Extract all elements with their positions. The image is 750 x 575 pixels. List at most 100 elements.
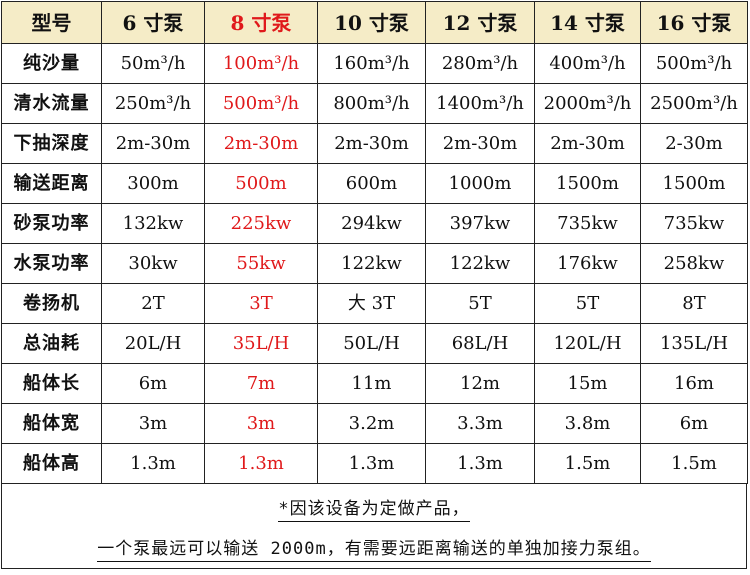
table-cell: 1.3m xyxy=(425,443,535,484)
header-row: 型号 6 寸泵 8 寸泵 10 寸泵 12 寸泵 14 寸泵 16 寸泵 xyxy=(1,1,748,44)
footnote-line-1: *因该设备为定做产品， xyxy=(2,494,746,522)
table-cell: 16m xyxy=(640,363,748,404)
table-cell: 68L/H xyxy=(425,323,535,364)
table-cell: 1.5m xyxy=(640,443,748,484)
table-cell: 20L/H xyxy=(101,323,205,364)
table-cell: 100m³/h xyxy=(204,43,318,84)
table-cell: 735kw xyxy=(640,203,748,244)
table-cell: 35L/H xyxy=(204,323,318,364)
table-cell: 160m³/h xyxy=(317,43,426,84)
table-row: 纯沙量 50m³/h 100m³/h 160m³/h 280m³/h 400m³/h 500… xyxy=(1,43,748,84)
table-cell: 2m-30m xyxy=(425,123,535,164)
footnote-box: *因该设备为定做产品， 一个泵最远可以输送 2000m，有需要远距离输送的单独加… xyxy=(1,484,747,569)
table-cell: 258kw xyxy=(640,243,748,284)
table-cell: 400m³/h xyxy=(534,43,641,84)
table-cell: 500m³/h xyxy=(204,83,318,124)
footnote-text-2: 一个泵最远可以输送 2000m，有需要远距离输送的单独加接力泵组。 xyxy=(97,539,651,562)
table-cell: 1500m xyxy=(534,163,641,204)
footnote-line-2: 一个泵最远可以输送 2000m，有需要远距离输送的单独加接力泵组。 xyxy=(2,534,746,562)
table-row: 下抽深度 2m-30m 2m-30m 2m-30m 2m-30m 2m-30m 2-30m xyxy=(1,123,748,164)
table-cell: 294kw xyxy=(317,203,426,244)
table-cell: 122kw xyxy=(425,243,535,284)
table-cell: 55kw xyxy=(204,243,318,284)
table-row: 卷扬机 2T 3T 大 3T 5T 5T 8T xyxy=(1,283,748,324)
table-cell: 132kw xyxy=(101,203,205,244)
table-cell: 2m-30m xyxy=(101,123,205,164)
footnote-text-1: *因该设备为定做产品， xyxy=(278,499,470,522)
table-cell: 1.5m xyxy=(534,443,641,484)
row-label: 下抽深度 xyxy=(1,123,102,164)
table-row: 船体高 1.3m 1.3m 1.3m 1.3m 1.5m 1.5m xyxy=(1,443,748,484)
header-8-inch-pump: 8 寸泵 xyxy=(204,1,318,44)
table-cell: 280m³/h xyxy=(425,43,535,84)
table-row: 砂泵功率 132kw 225kw 294kw 397kw 735kw 735kw xyxy=(1,203,748,244)
table-cell: 8T xyxy=(640,283,748,324)
row-label: 船体宽 xyxy=(1,403,102,444)
table-cell: 122kw xyxy=(317,243,426,284)
table-cell: 15m xyxy=(534,363,641,404)
table-cell: 3.8m xyxy=(534,403,641,444)
row-label: 船体长 xyxy=(1,363,102,404)
table-cell: 500m³/h xyxy=(640,43,748,84)
table-cell: 1.3m xyxy=(317,443,426,484)
table-cell: 250m³/h xyxy=(101,83,205,124)
header-12-inch-pump: 12 寸泵 xyxy=(425,1,535,44)
table-cell: 50L/H xyxy=(317,323,426,364)
row-label: 输送距离 xyxy=(1,163,102,204)
row-label: 清水流量 xyxy=(1,83,102,124)
header-6-inch-pump: 6 寸泵 xyxy=(101,1,205,44)
row-label: 纯沙量 xyxy=(1,43,102,84)
header-16-inch-pump: 16 寸泵 xyxy=(640,1,748,44)
table-cell: 800m³/h xyxy=(317,83,426,124)
table-cell: 3.3m xyxy=(425,403,535,444)
table-cell: 135L/H xyxy=(640,323,748,364)
row-label: 砂泵功率 xyxy=(1,203,102,244)
table-cell: 6m xyxy=(101,363,205,404)
header-model: 型号 xyxy=(1,1,102,44)
header-10-inch-pump: 10 寸泵 xyxy=(317,1,426,44)
table-cell: 397kw xyxy=(425,203,535,244)
table-cell: 1.3m xyxy=(204,443,318,484)
table-cell: 2-30m xyxy=(640,123,748,164)
spec-table-body: 纯沙量 50m³/h 100m³/h 160m³/h 280m³/h 400m³/h 500… xyxy=(1,43,748,484)
table-cell: 2m-30m xyxy=(204,123,318,164)
table-cell: 120L/H xyxy=(534,323,641,364)
table-cell: 1000m xyxy=(425,163,535,204)
row-label: 总油耗 xyxy=(1,323,102,364)
pump-spec-table: 型号 6 寸泵 8 寸泵 10 寸泵 12 寸泵 14 寸泵 16 寸泵 纯沙量… xyxy=(1,1,748,484)
table-row: 输送距离 300m 500m 600m 1000m 1500m 1500m xyxy=(1,163,748,204)
table-cell: 176kw xyxy=(534,243,641,284)
table-cell: 3T xyxy=(204,283,318,324)
table-cell: 1400m³/h xyxy=(425,83,535,124)
table-cell: 50m³/h xyxy=(101,43,205,84)
table-cell: 300m xyxy=(101,163,205,204)
table-cell: 3m xyxy=(101,403,205,444)
table-cell: 1.3m xyxy=(101,443,205,484)
row-label: 水泵功率 xyxy=(1,243,102,284)
table-cell: 2m-30m xyxy=(534,123,641,164)
table-row: 水泵功率 30kw 55kw 122kw 122kw 176kw 258kw xyxy=(1,243,748,284)
table-cell: 2000m³/h xyxy=(534,83,641,124)
table-cell: 735kw xyxy=(534,203,641,244)
table-cell: 2T xyxy=(101,283,205,324)
table-cell: 2500m³/h xyxy=(640,83,748,124)
table-cell: 3.2m xyxy=(317,403,426,444)
table-cell: 12m xyxy=(425,363,535,404)
table-cell: 5T xyxy=(534,283,641,324)
table-cell: 225kw xyxy=(204,203,318,244)
row-label: 船体高 xyxy=(1,443,102,484)
table-cell: 500m xyxy=(204,163,318,204)
table-cell: 5T xyxy=(425,283,535,324)
header-14-inch-pump: 14 寸泵 xyxy=(534,1,641,44)
table-cell: 大 3T xyxy=(317,283,426,324)
table-cell: 2m-30m xyxy=(317,123,426,164)
table-cell: 1500m xyxy=(640,163,748,204)
table-row: 总油耗 20L/H 35L/H 50L/H 68L/H 120L/H 135L/H xyxy=(1,323,748,364)
row-label: 卷扬机 xyxy=(1,283,102,324)
table-cell: 6m xyxy=(640,403,748,444)
table-row: 清水流量 250m³/h 500m³/h 800m³/h 1400m³/h 2000m³/… xyxy=(1,83,748,124)
table-cell: 3m xyxy=(204,403,318,444)
table-cell: 600m xyxy=(317,163,426,204)
table-cell: 11m xyxy=(317,363,426,404)
